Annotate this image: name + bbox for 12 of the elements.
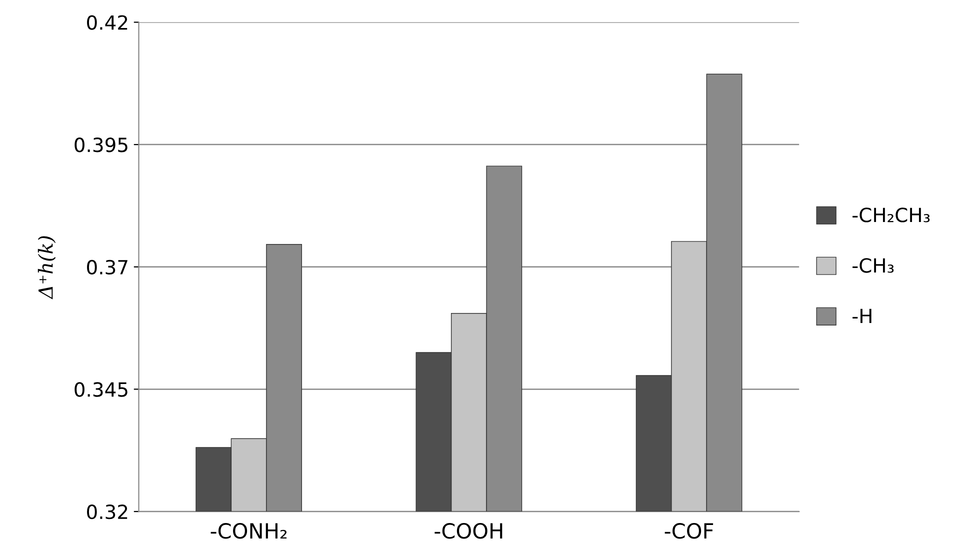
y-tick-label: 0.345 [74, 382, 128, 397]
y-axis-title: Δ⁺h(k) [38, 236, 56, 300]
y-tick-label: 0.37 [87, 260, 128, 275]
y-tick-label: 0.42 [87, 15, 128, 30]
x-tick-label: -COOH [434, 523, 502, 539]
legend-label: -CH₂CH₃ [852, 208, 930, 222]
legend-label: -CH₃ [852, 258, 894, 273]
y-tick-label: 0.395 [74, 138, 128, 152]
y-tick-label: 0.32 [87, 504, 128, 520]
legend-label: -H [852, 308, 872, 324]
x-tick-label: -COF [664, 523, 714, 539]
x-tick-label: -CONH₂ [210, 523, 287, 539]
